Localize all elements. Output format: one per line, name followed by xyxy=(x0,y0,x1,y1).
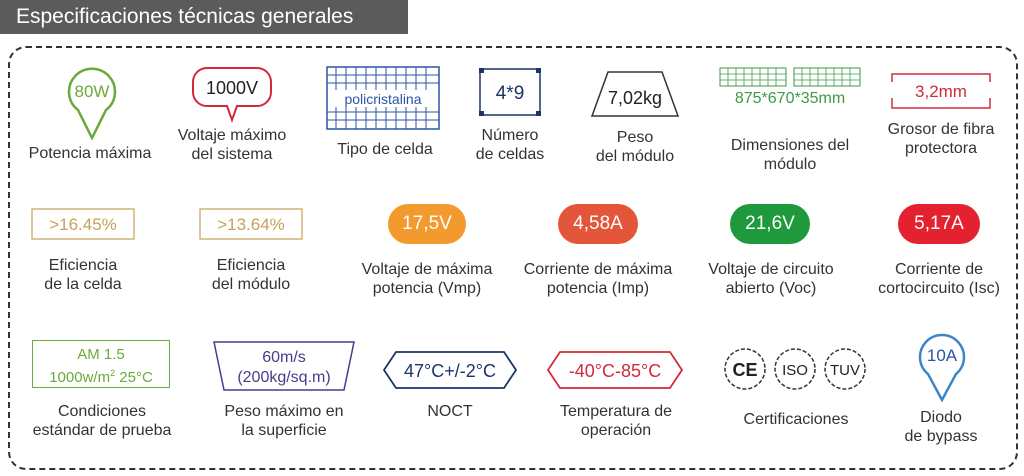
glass-label: Grosor de fibra protectora xyxy=(887,121,995,157)
load-trapezoid-icon: 60m/s (200kg/sq.m) xyxy=(213,341,355,391)
noct-label: NOCT xyxy=(427,403,473,420)
spec-temp: -40°C-85°C Temperatura de operación xyxy=(542,350,690,450)
spec-dimensions: 875*670*35mm Dimensiones del módulo xyxy=(712,66,868,176)
spec-max-power: 80W Potencia máxima xyxy=(29,64,180,174)
imp-badge: 4,58A xyxy=(558,204,638,244)
dimensions-value: 875*670*35mm xyxy=(735,90,845,106)
cell-count-label: Número de celdas xyxy=(475,127,545,163)
noct-value: 47°C+/-2°C xyxy=(404,361,496,381)
spec-weight: 7,02kg Peso del módulo xyxy=(580,70,690,170)
spec-cell-efficiency: >16.45% Eficiencia de la celda xyxy=(28,208,138,298)
vmp-badge: 17,5V xyxy=(388,204,466,244)
load-line1: 60m/s xyxy=(262,349,306,366)
cert-iso-icon: ISO xyxy=(774,348,816,390)
spec-isc: 5,17A Corriente de cortocircuito (Isc) xyxy=(866,204,1012,304)
voc-label: Voltaje de circuito abierto (Voc) xyxy=(708,261,834,297)
stc-line1: AM 1.5 xyxy=(77,346,125,363)
module-eff-label: Eficiencia del módulo xyxy=(211,257,291,293)
spec-max-voltage: 1000V Voltaje máximo del sistema xyxy=(170,66,300,176)
cell-eff-value: >16.45% xyxy=(49,215,117,234)
solar-panels-icon: 875*670*35mm xyxy=(719,67,861,106)
max-voltage-value: 1000V xyxy=(206,78,258,98)
load-line2: (200kg/sq.m) xyxy=(237,369,330,386)
cell-count-value: 4*9 xyxy=(496,83,525,104)
certs-label: Certificaciones xyxy=(743,411,849,428)
spec-noct: 47°C+/-2°C NOCT xyxy=(380,350,520,430)
cell-eff-label: Eficiencia de la celda xyxy=(44,257,122,293)
max-voltage-label: Voltaje máximo del sistema xyxy=(177,127,287,163)
cell-type-value: policristalina xyxy=(344,91,421,107)
arrow-box-icon: >16.45% xyxy=(31,208,135,240)
spec-glass: 3,2mm Grosor de fibra protectora xyxy=(876,72,1006,172)
max-power-value: 80W xyxy=(75,82,110,101)
imp-label: Corriente de máxima potencia (Imp) xyxy=(523,261,673,297)
stc-label: Condiciones estándar de prueba xyxy=(32,403,172,439)
map-pin-icon: 80W xyxy=(67,67,117,140)
isc-label: Corriente de cortocircuito (Isc) xyxy=(878,261,1000,297)
spec-vmp: 17,5V Voltaje de máxima potencia (Vmp) xyxy=(350,204,504,304)
load-label: Peso máximo en la superficie xyxy=(224,403,344,439)
cell-type-label: Tipo de celda xyxy=(337,141,433,158)
stc-line2: 1000w/m2 25°C xyxy=(49,368,153,386)
glass-value: 3,2mm xyxy=(915,82,967,101)
spec-diode: 10A Diodo de bypass xyxy=(886,330,996,450)
svg-text:ISO: ISO xyxy=(782,362,808,379)
svg-text:CE: CE xyxy=(732,360,757,380)
specs-frame xyxy=(8,46,1018,470)
weight-label: Peso del módulo xyxy=(595,129,675,165)
map-pin-icon: 10A xyxy=(918,333,966,402)
temp-value: -40°C-85°C xyxy=(569,361,661,381)
cert-tuv-icon: TUV xyxy=(824,348,866,390)
cert-ce-icon: CE xyxy=(724,348,766,390)
spec-imp: 4,58A Corriente de máxima potencia (Imp) xyxy=(514,204,682,304)
module-eff-value: >13.64% xyxy=(217,215,285,234)
hexagon-frame-icon: 47°C+/-2°C xyxy=(382,351,518,389)
corner-frame-icon: 4*9 xyxy=(479,68,541,116)
weight-trapezoid-icon: 7,02kg xyxy=(590,71,680,117)
section-title: Especificaciones técnicas generales xyxy=(0,0,408,34)
dimensions-label: Dimensiones del módulo xyxy=(730,137,850,173)
vmp-label: Voltaje de máxima potencia (Vmp) xyxy=(361,261,493,297)
diode-label: Diodo de bypass xyxy=(904,409,978,445)
diode-value: 10A xyxy=(927,346,958,365)
temp-label: Temperatura de operación xyxy=(559,403,673,439)
arrow-box-icon: >13.64% xyxy=(199,208,303,240)
stc-box: AM 1.5 1000w/m2 25°C xyxy=(32,340,170,388)
spec-cell-type: policristalina Tipo de celda xyxy=(320,66,450,166)
solar-cell-grid-icon: policristalina xyxy=(326,66,440,130)
isc-badge: 5,17A xyxy=(898,204,980,244)
bracket-frame-icon: 3,2mm xyxy=(891,73,991,109)
spec-load: 60m/s (200kg/sq.m) Peso máximo en la sup… xyxy=(204,340,364,450)
max-power-label: Potencia máxima xyxy=(28,145,152,162)
spec-certs: CE ISO TUV Certificaciones xyxy=(716,346,876,436)
spec-cell-count: 4*9 Número de celdas xyxy=(462,68,562,168)
spec-stc: AM 1.5 1000w/m2 25°C Condiciones estánda… xyxy=(22,340,182,450)
spec-voc: 21,6V Voltaje de circuito abierto (Voc) xyxy=(694,204,848,304)
voc-badge: 21,6V xyxy=(730,204,810,244)
hexagon-frame-icon: -40°C-85°C xyxy=(546,351,684,389)
speech-bubble-icon: 1000V xyxy=(192,67,272,123)
spec-module-efficiency: >13.64% Eficiencia del módulo xyxy=(196,208,306,298)
weight-value: 7,02kg xyxy=(608,88,662,108)
svg-text:TUV: TUV xyxy=(830,362,860,379)
